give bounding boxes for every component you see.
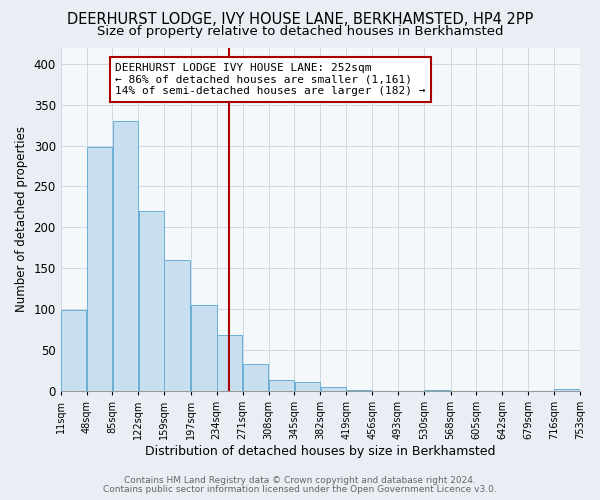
Bar	[191, 305, 217, 390]
X-axis label: Distribution of detached houses by size in Berkhamsted: Distribution of detached houses by size …	[145, 444, 496, 458]
Y-axis label: Number of detached properties: Number of detached properties	[15, 126, 28, 312]
Text: DEERHURST LODGE, IVY HOUSE LANE, BERKHAMSTED, HP4 2PP: DEERHURST LODGE, IVY HOUSE LANE, BERKHAM…	[67, 12, 533, 28]
Bar	[269, 380, 294, 390]
Bar	[217, 335, 242, 390]
Bar	[295, 382, 320, 390]
Bar	[61, 310, 86, 390]
Text: Size of property relative to detached houses in Berkhamsted: Size of property relative to detached ho…	[97, 25, 503, 38]
Text: Contains public sector information licensed under the Open Government Licence v3: Contains public sector information licen…	[103, 485, 497, 494]
Bar	[243, 364, 268, 390]
Bar	[320, 388, 346, 390]
Bar	[164, 260, 190, 390]
Bar	[113, 121, 138, 390]
Text: DEERHURST LODGE IVY HOUSE LANE: 252sqm
← 86% of detached houses are smaller (1,1: DEERHURST LODGE IVY HOUSE LANE: 252sqm ←…	[115, 63, 425, 96]
Bar	[554, 389, 580, 390]
Bar	[139, 211, 164, 390]
Text: Contains HM Land Registry data © Crown copyright and database right 2024.: Contains HM Land Registry data © Crown c…	[124, 476, 476, 485]
Bar	[87, 147, 112, 390]
